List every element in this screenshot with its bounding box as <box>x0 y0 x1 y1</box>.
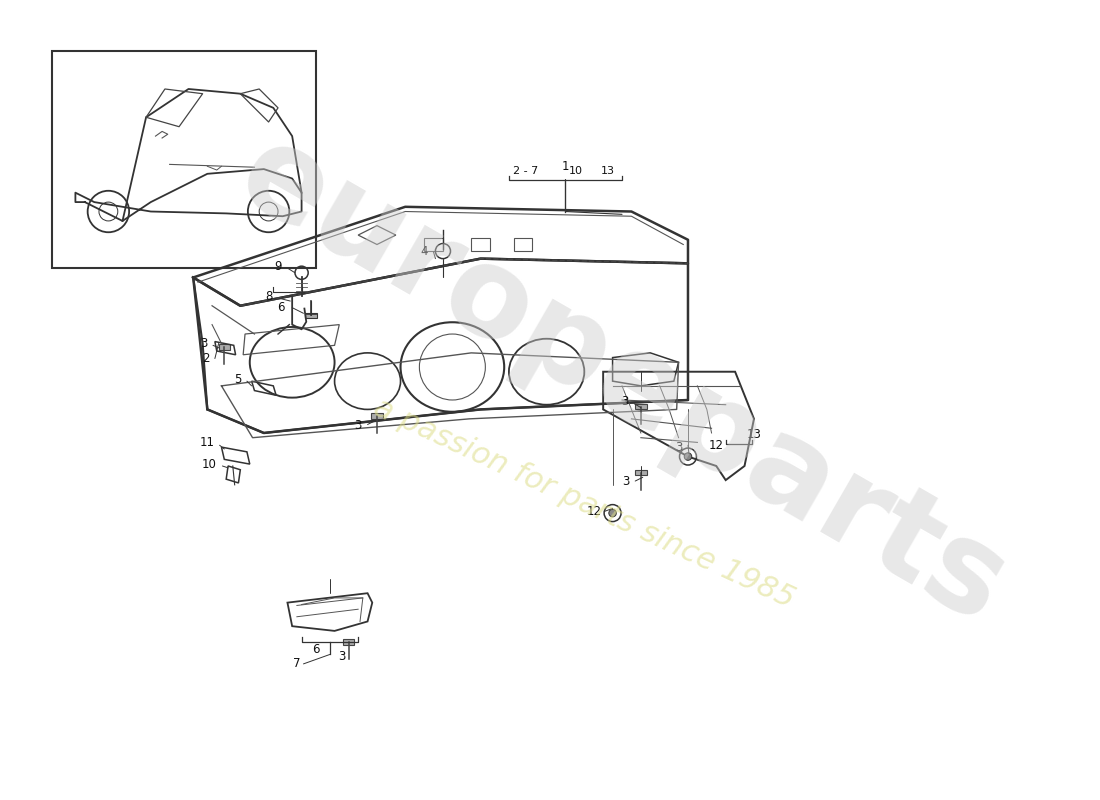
Text: 7: 7 <box>293 658 300 670</box>
Text: 10: 10 <box>569 166 583 176</box>
Text: 8: 8 <box>265 290 273 303</box>
Text: 11: 11 <box>200 436 214 449</box>
Text: 6: 6 <box>312 643 319 656</box>
Text: 10: 10 <box>201 458 217 470</box>
Text: 3: 3 <box>354 419 362 432</box>
Text: a passion for parts since 1985: a passion for parts since 1985 <box>370 393 800 614</box>
Text: 3: 3 <box>675 441 682 454</box>
Bar <box>372 413 383 419</box>
Bar <box>471 238 491 251</box>
Text: 1: 1 <box>562 160 569 173</box>
Text: 13: 13 <box>601 166 615 176</box>
Bar <box>635 404 647 410</box>
Text: europeparts: europeparts <box>217 113 1027 650</box>
Text: 2: 2 <box>201 352 209 365</box>
Bar <box>52 51 316 268</box>
Text: 6: 6 <box>277 301 285 314</box>
Text: 13: 13 <box>747 428 761 442</box>
Text: 3: 3 <box>339 650 345 663</box>
Bar <box>219 344 230 350</box>
Circle shape <box>684 453 692 460</box>
Text: 12: 12 <box>708 438 724 452</box>
Text: 3: 3 <box>200 337 207 350</box>
Text: 9: 9 <box>274 260 282 273</box>
Text: 3: 3 <box>623 475 629 489</box>
Bar <box>343 639 354 645</box>
Circle shape <box>608 510 616 517</box>
Text: 5: 5 <box>234 373 241 386</box>
Text: 4: 4 <box>420 245 428 258</box>
Text: 3: 3 <box>621 395 628 408</box>
Bar <box>306 314 317 318</box>
Bar <box>514 238 532 251</box>
Text: 12: 12 <box>586 505 602 518</box>
Text: 2 - 7: 2 - 7 <box>514 166 539 176</box>
Bar <box>425 238 443 251</box>
Bar <box>635 470 647 475</box>
